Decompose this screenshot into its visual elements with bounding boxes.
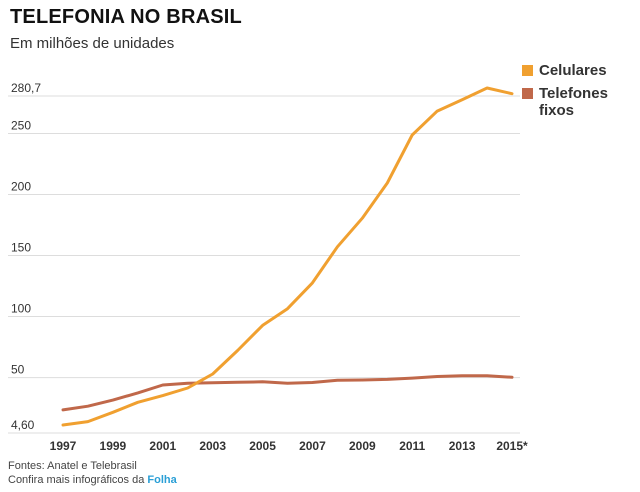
x-tick-label: 2003 bbox=[199, 439, 226, 453]
more-prefix: Confira mais infográficos da bbox=[8, 474, 145, 486]
y-tick-label: 50 bbox=[11, 363, 25, 377]
x-tick-label: 2011 bbox=[399, 439, 425, 453]
x-tick-label: 1999 bbox=[100, 439, 127, 453]
x-tick-label: 2009 bbox=[349, 439, 376, 453]
x-tick-label: 2015* bbox=[496, 439, 528, 453]
more-infographics: Confira mais infográficos da Folha bbox=[8, 473, 177, 487]
series-line-fixos bbox=[61, 374, 514, 412]
legend-item-celulares: Celulares bbox=[522, 62, 629, 79]
footer: Fontes: Anatel e Telebrasil Confira mais… bbox=[8, 459, 177, 487]
legend: Celulares Telefones fixos bbox=[522, 62, 629, 125]
y-tick-label: 250 bbox=[11, 118, 31, 132]
y-tick-label: 100 bbox=[11, 302, 31, 316]
brand-link[interactable]: Folha bbox=[147, 474, 177, 486]
y-tick-label: 150 bbox=[11, 241, 31, 255]
x-tick-label: 1997 bbox=[50, 439, 77, 453]
y-tick-label: 200 bbox=[11, 180, 31, 194]
series-line-celulares bbox=[61, 86, 514, 427]
y-axis-labels: 4,60 50 100 150 200 250 280,7 bbox=[11, 81, 41, 432]
sources-note: Fontes: Anatel e Telebrasil bbox=[8, 460, 137, 472]
legend-label-fixos: Telefones fixos bbox=[539, 85, 608, 119]
series-lines bbox=[61, 86, 514, 427]
x-tick-label: 2007 bbox=[299, 439, 326, 453]
legend-swatch-fixos bbox=[522, 88, 533, 99]
x-tick-label: 2013 bbox=[449, 439, 476, 453]
chart-title: TELEFONIA NO BRASIL bbox=[10, 6, 242, 28]
legend-item-fixos: Telefones fixos bbox=[522, 85, 629, 119]
y-tick-label: 4,60 bbox=[11, 418, 35, 432]
x-tick-label: 2005 bbox=[249, 439, 276, 453]
y-tick-label: 280,7 bbox=[11, 81, 41, 95]
legend-swatch-celulares bbox=[522, 65, 533, 76]
x-tick-label: 2001 bbox=[149, 439, 176, 453]
legend-label-celulares: Celulares bbox=[539, 62, 607, 79]
chart-subtitle: Em milhões de unidades bbox=[10, 35, 175, 52]
x-axis-labels: 1997 1999 2001 2003 2005 2007 2009 2011 2013 2015… bbox=[50, 439, 528, 453]
